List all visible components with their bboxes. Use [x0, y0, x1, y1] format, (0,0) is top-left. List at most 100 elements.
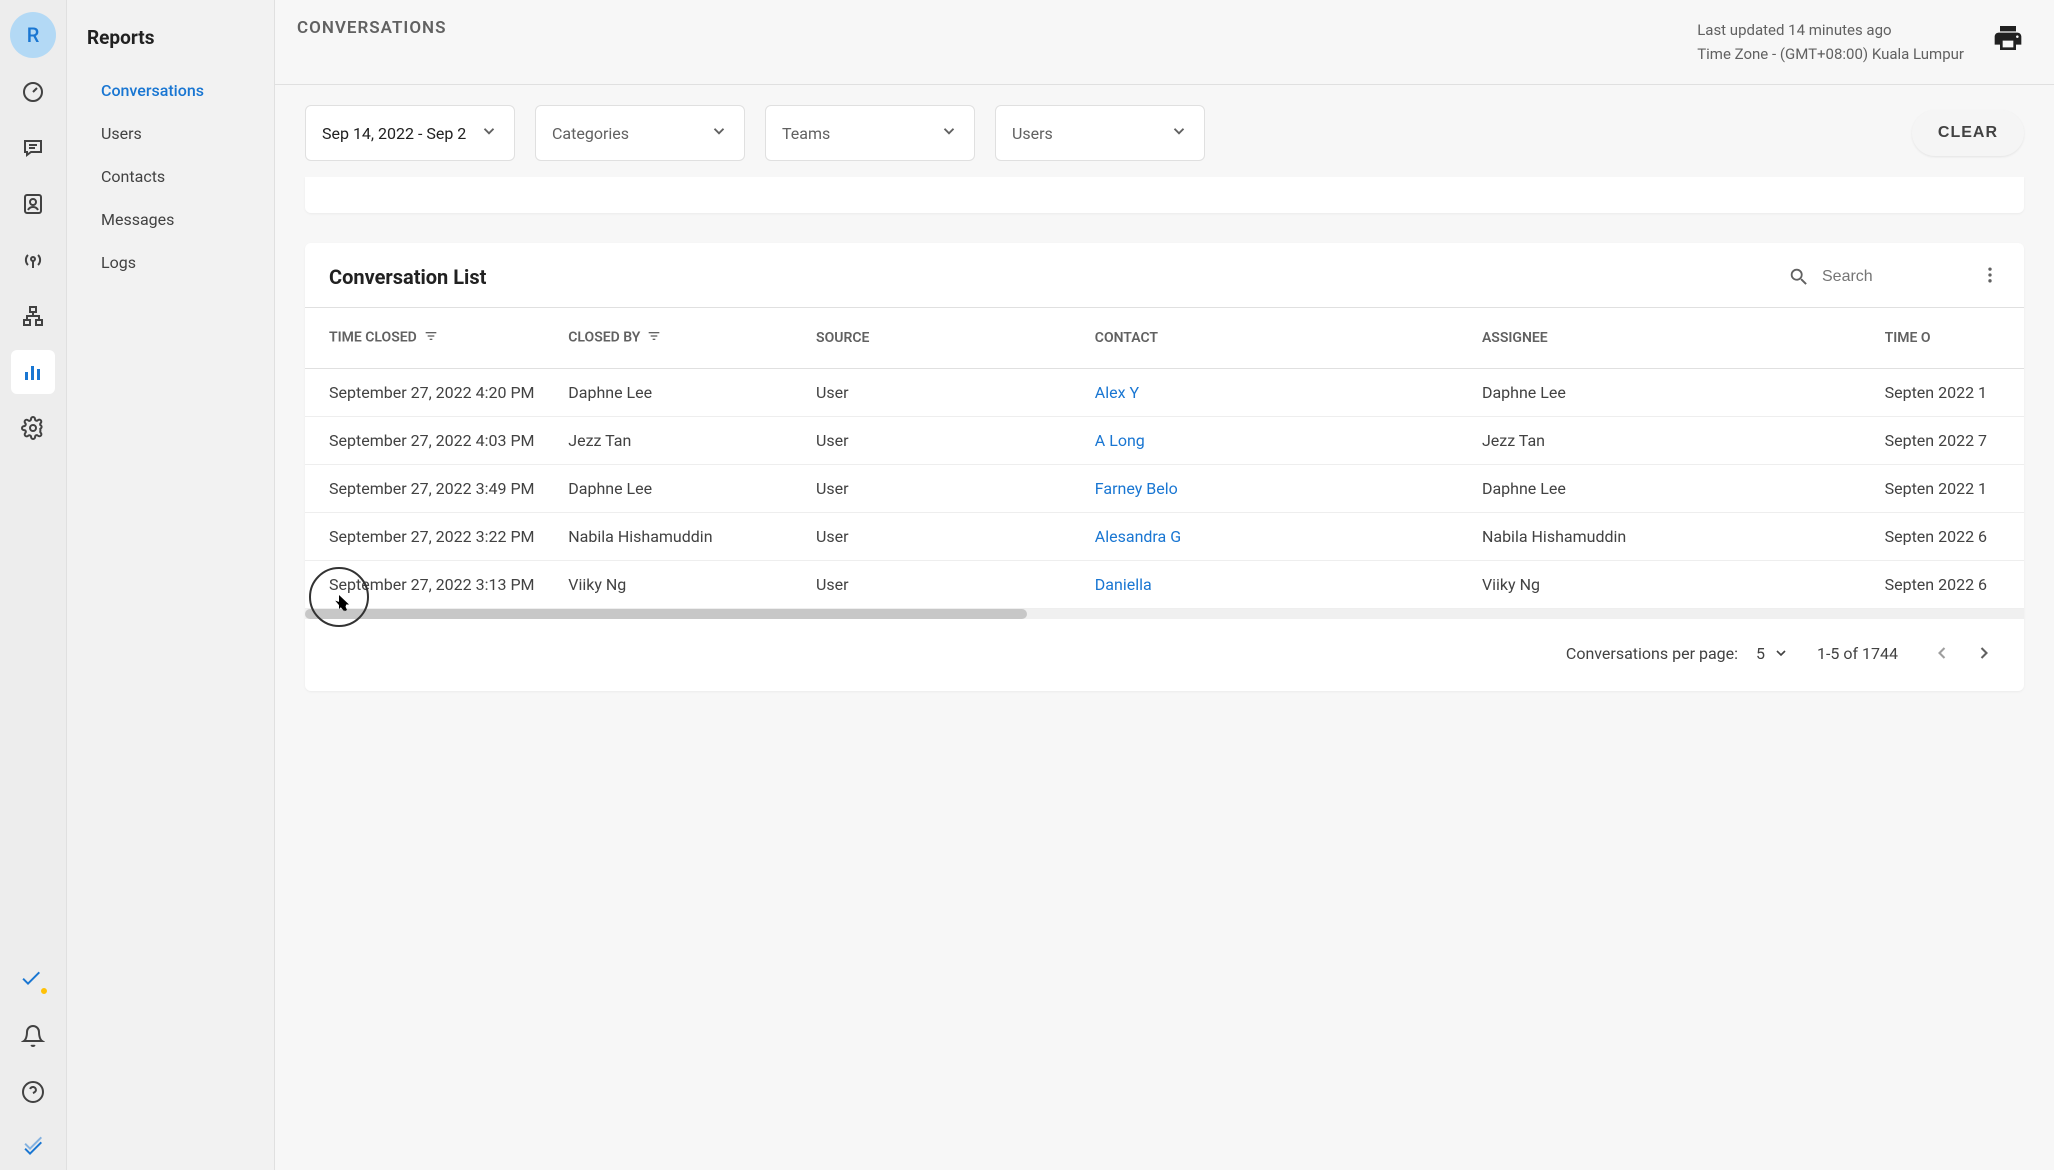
cell-source: User — [816, 465, 1095, 513]
teams-label: Teams — [782, 124, 830, 143]
print-button[interactable] — [1992, 22, 2024, 58]
users-filter[interactable]: Users — [995, 105, 1205, 161]
date-range-value: Sep 14, 2022 - Sep 2 — [322, 124, 466, 143]
table-row[interactable]: September 27, 2022 3:22 PMNabila Hishamu… — [305, 513, 2024, 561]
col-time-opened[interactable]: TIME O — [1885, 308, 2024, 369]
cell-contact[interactable]: Daniella — [1095, 561, 1482, 609]
cell-time-opened: Septen 2022 7 — [1885, 417, 2024, 465]
conversations-table: TIME CLOSED CLOSED BY SOURCE CONTACT ASS… — [305, 307, 2024, 609]
sort-icon — [423, 332, 439, 348]
cell-assignee: Nabila Hishamuddin — [1482, 513, 1885, 561]
notifications-icon[interactable] — [11, 1014, 55, 1058]
search-input[interactable] — [1822, 268, 1962, 286]
conversation-list-card: Conversation List — [305, 243, 2024, 691]
pagination: Conversations per page: 5 1-5 of 1744 — [305, 619, 2024, 691]
next-page-button[interactable] — [1968, 637, 2000, 669]
cell-source: User — [816, 513, 1095, 561]
col-closed-by[interactable]: CLOSED BY — [568, 308, 816, 369]
col-assignee[interactable]: ASSIGNEE — [1482, 308, 1885, 369]
help-icon[interactable] — [11, 1070, 55, 1114]
prev-page-button[interactable] — [1926, 637, 1958, 669]
filter-bar: Sep 14, 2022 - Sep 2 Categories Teams Us… — [275, 85, 2054, 177]
table-wrap: TIME CLOSED CLOSED BY SOURCE CONTACT ASS… — [305, 307, 2024, 619]
cell-time-closed: September 27, 2022 3:13 PM — [305, 561, 568, 609]
table-row[interactable]: September 27, 2022 3:49 PMDaphne LeeUser… — [305, 465, 2024, 513]
page-range: 1-5 of 1744 — [1817, 644, 1898, 663]
subnav-item-logs[interactable]: Logs — [67, 241, 274, 284]
col-time-closed[interactable]: TIME CLOSED — [305, 308, 568, 369]
cell-time-opened: Septen 2022 6 — [1885, 561, 2024, 609]
chevron-down-icon — [940, 122, 958, 144]
cell-contact[interactable]: Farney Belo — [1095, 465, 1482, 513]
timezone: Time Zone - (GMT+08:00) Kuala Lumpur — [1697, 42, 1964, 66]
cell-time-closed: September 27, 2022 4:20 PM — [305, 369, 568, 417]
clear-button[interactable]: CLEAR — [1912, 110, 2024, 156]
cell-assignee: Jezz Tan — [1482, 417, 1885, 465]
cell-time-closed: September 27, 2022 4:03 PM — [305, 417, 568, 465]
cell-source: User — [816, 369, 1095, 417]
cell-time-opened: Septen 2022 1 — [1885, 369, 2024, 417]
settings-icon[interactable] — [11, 406, 55, 450]
chevron-down-icon — [710, 122, 728, 144]
cell-time-opened: Septen 2022 1 — [1885, 465, 2024, 513]
search-wrap — [1788, 266, 1962, 288]
cell-closed-by: Daphne Lee — [568, 369, 816, 417]
col-source[interactable]: SOURCE — [816, 308, 1095, 369]
sort-icon — [646, 332, 662, 348]
main-content: CONVERSATIONS Last updated 14 minutes ag… — [275, 0, 2054, 1170]
cell-contact[interactable]: Alesandra G — [1095, 513, 1482, 561]
users-label: Users — [1012, 124, 1053, 143]
categories-label: Categories — [552, 124, 629, 143]
per-page-label: Conversations per page: — [1566, 644, 1738, 663]
app-switcher-icon[interactable] — [11, 958, 55, 1002]
search-icon — [1788, 266, 1810, 288]
cell-time-closed: September 27, 2022 3:22 PM — [305, 513, 568, 561]
subnav-item-conversations[interactable]: Conversations — [67, 69, 274, 112]
reports-subnav: Reports Conversations Users Contacts Mes… — [67, 0, 275, 1170]
chevron-down-icon — [480, 122, 498, 144]
avatar[interactable]: R — [10, 12, 56, 58]
broadcast-icon[interactable] — [11, 238, 55, 282]
more-menu-button[interactable] — [1980, 265, 2000, 289]
cell-assignee: Daphne Lee — [1482, 465, 1885, 513]
contacts-icon[interactable] — [11, 182, 55, 226]
cell-source: User — [816, 417, 1095, 465]
horizontal-scrollbar[interactable] — [305, 609, 2024, 619]
cell-time-closed: September 27, 2022 3:49 PM — [305, 465, 568, 513]
teams-filter[interactable]: Teams — [765, 105, 975, 161]
page-title: CONVERSATIONS — [297, 18, 446, 38]
date-range-filter[interactable]: Sep 14, 2022 - Sep 2 — [305, 105, 515, 161]
cell-closed-by: Daphne Lee — [568, 465, 816, 513]
per-page-select[interactable]: 5 — [1756, 644, 1789, 663]
cell-assignee: Viiky Ng — [1482, 561, 1885, 609]
categories-filter[interactable]: Categories — [535, 105, 745, 161]
reports-icon[interactable] — [11, 350, 55, 394]
subnav-item-contacts[interactable]: Contacts — [67, 155, 274, 198]
table-header-row: TIME CLOSED CLOSED BY SOURCE CONTACT ASS… — [305, 308, 2024, 369]
table-row[interactable]: September 27, 2022 4:03 PMJezz TanUserA … — [305, 417, 2024, 465]
subnav-item-messages[interactable]: Messages — [67, 198, 274, 241]
suba nav-title: Reports — [67, 18, 274, 69]
cell-closed-by: Jezz Tan — [568, 417, 816, 465]
table-row[interactable]: September 27, 2022 3:13 PMViiky NgUserDa… — [305, 561, 2024, 609]
cell-closed-by: Nabila Hishamuddin — [568, 513, 816, 561]
workflow-icon[interactable] — [11, 294, 55, 338]
messages-icon[interactable] — [11, 126, 55, 170]
cell-assignee: Daphne Lee — [1482, 369, 1885, 417]
spacer-card — [305, 177, 2024, 213]
table-row[interactable]: September 27, 2022 4:20 PMDaphne LeeUser… — [305, 369, 2024, 417]
chevron-down-icon — [1170, 122, 1188, 144]
brand-icon[interactable] — [11, 1126, 55, 1170]
cell-closed-by: Viiky Ng — [568, 561, 816, 609]
cell-contact[interactable]: A Long — [1095, 417, 1482, 465]
cell-contact[interactable]: Alex Y — [1095, 369, 1482, 417]
card-title: Conversation List — [329, 265, 486, 289]
topbar: CONVERSATIONS Last updated 14 minutes ag… — [275, 0, 2054, 85]
dashboard-icon[interactable] — [11, 70, 55, 114]
subnav-item-users[interactable]: Users — [67, 112, 274, 155]
col-contact[interactable]: CONTACT — [1095, 308, 1482, 369]
timezone-info: Last updated 14 minutes ago Time Zone - … — [1697, 18, 1964, 66]
cell-source: User — [816, 561, 1095, 609]
last-updated: Last updated 14 minutes ago — [1697, 18, 1964, 42]
scrollbar-thumb[interactable] — [305, 609, 1027, 619]
